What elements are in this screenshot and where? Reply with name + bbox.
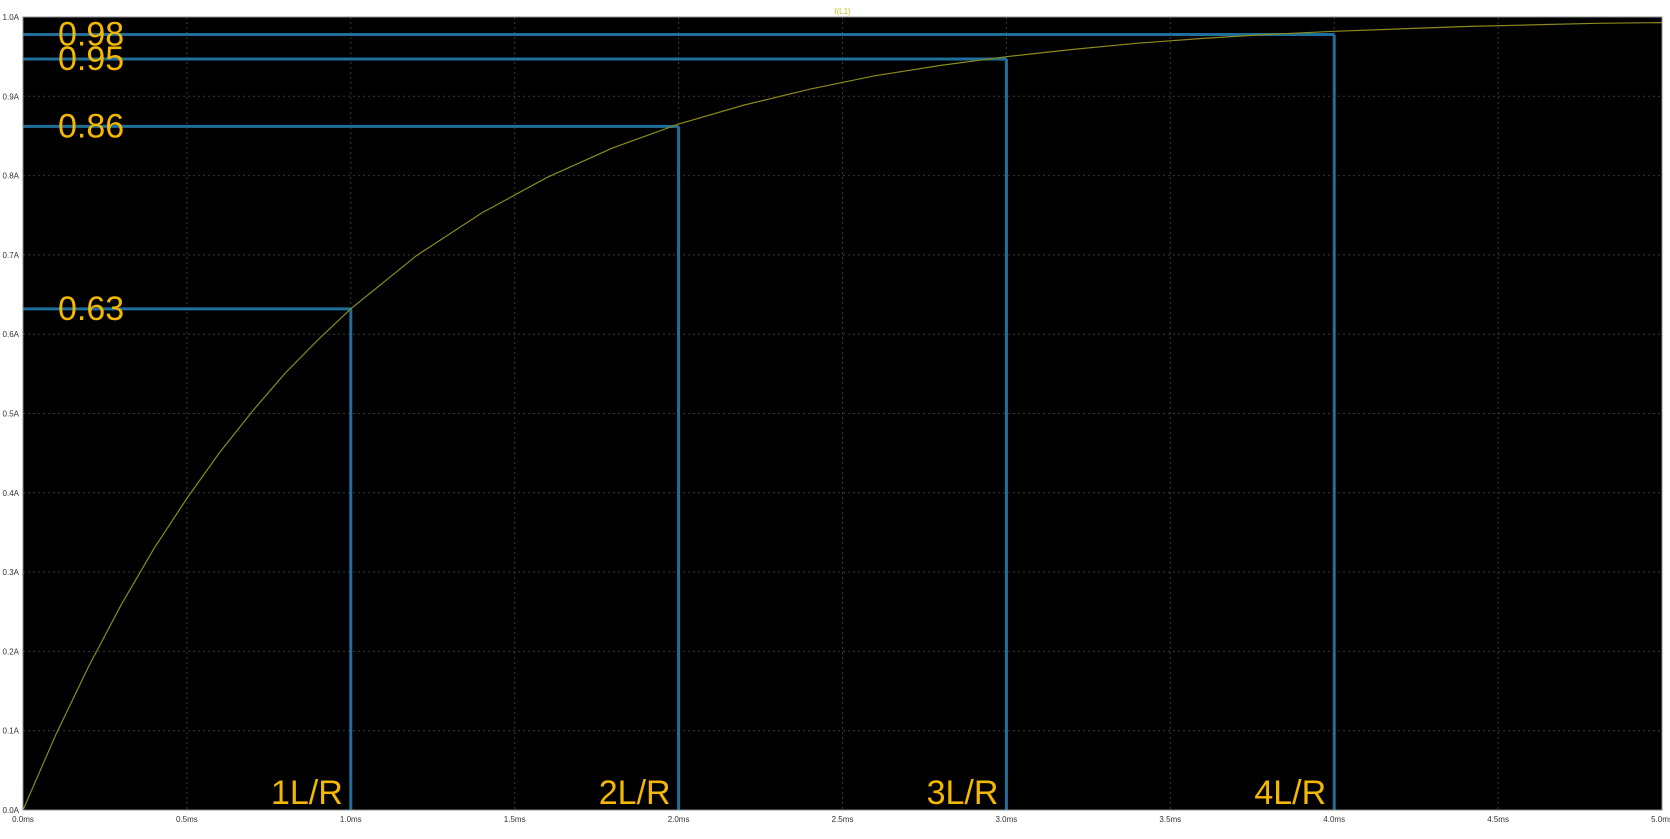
y-tick-label: 0.2A	[3, 647, 20, 656]
series-line-i-l1	[22, 22, 1663, 811]
y-tick-label: 0.9A	[3, 92, 20, 101]
x-tick-label: 3.5ms	[1159, 815, 1181, 824]
x-tick-label: 5.0ms	[1651, 815, 1670, 824]
annotation-layer: 0.63 1L/R 0.86 2L/R 0.95 3L/R 0.98 4L/R	[58, 15, 1326, 812]
plot-frame	[22, 16, 1663, 811]
x-tick-label: 2.0ms	[668, 815, 690, 824]
value-annotation: 0.63	[58, 290, 124, 328]
y-tick-label: 0.1A	[3, 727, 20, 736]
x-tick-label: 0.5ms	[176, 815, 198, 824]
y-tick-label: 0.7A	[3, 251, 20, 260]
y-tick-label: 1.0A	[3, 13, 20, 22]
y-tick-label: 0.6A	[3, 330, 20, 339]
y-tick-label: 0.5A	[3, 410, 20, 419]
tick-layer: 0.0ms 0.5ms 1.0ms 1.5ms 2.0ms 2.5ms 3.0ms 3.5ms…	[3, 13, 1670, 824]
x-tick-label: 3.0ms	[996, 815, 1018, 824]
x-tick-label: 4.0ms	[1323, 815, 1345, 824]
x-tick-label: 2.5ms	[832, 815, 854, 824]
value-annotation: 0.86	[58, 107, 124, 145]
time-constant-annotation: 2L/R	[599, 774, 671, 812]
x-tick-label: 1.5ms	[504, 815, 526, 824]
time-constant-annotation: 4L/R	[1254, 774, 1326, 812]
x-tick-label: 0.0ms	[12, 815, 34, 824]
y-tick-label: 0.0A	[3, 806, 20, 815]
x-tick-label: 1.0ms	[340, 815, 362, 824]
marker-line-layer	[23, 32, 1336, 810]
time-constant-annotation: 3L/R	[927, 774, 999, 812]
x-tick-label: 4.5ms	[1487, 815, 1509, 824]
y-tick-label: 0.8A	[3, 172, 20, 181]
series-layer	[22, 22, 1663, 811]
value-annotation: 0.95	[58, 40, 124, 78]
y-tick-label: 0.3A	[3, 568, 20, 577]
value-annotation: 0.98	[58, 15, 124, 53]
time-constant-annotation: 1L/R	[271, 774, 343, 812]
chart-title: I(L1)	[834, 7, 851, 16]
y-tick-label: 0.4A	[3, 489, 20, 498]
